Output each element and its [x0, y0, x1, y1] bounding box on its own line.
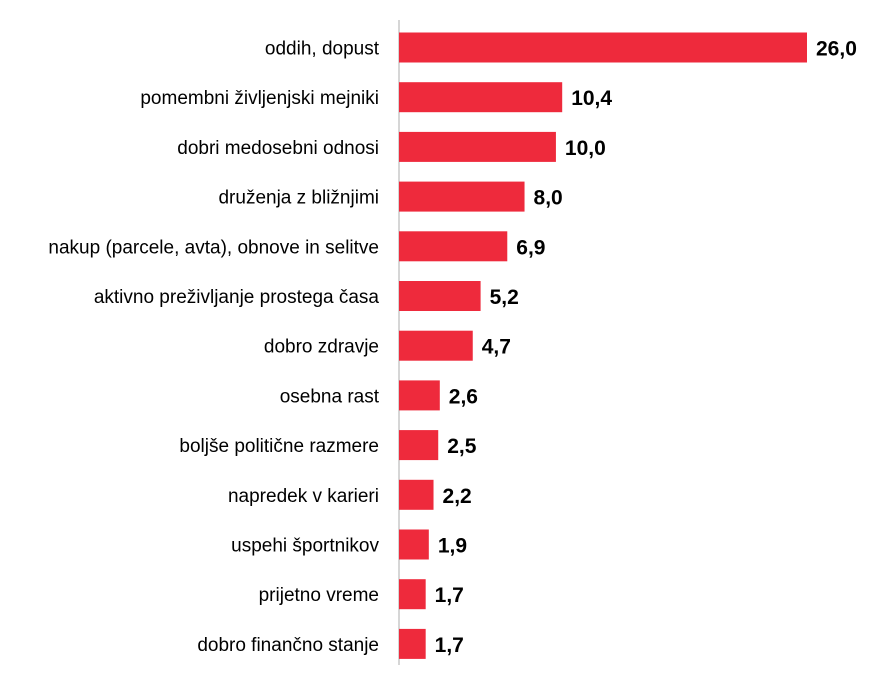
bar [399, 181, 525, 212]
category-label: boljše politične razmere [179, 436, 379, 457]
bar [399, 131, 556, 162]
category-label: uspehi športnikov [231, 536, 379, 557]
value-label: 1,7 [435, 584, 464, 607]
value-label: 10,0 [565, 137, 606, 160]
value-label: 2,2 [443, 485, 472, 508]
bar [399, 479, 434, 510]
value-label: 4,7 [482, 336, 511, 359]
category-label: osebna rast [280, 386, 380, 407]
bar [399, 32, 807, 63]
value-label: 5,2 [490, 286, 519, 309]
bar [399, 281, 481, 311]
bar [399, 380, 440, 411]
bar [399, 430, 439, 461]
value-label: 2,5 [447, 435, 477, 458]
category-label: pomembni življenjski mejniki [140, 88, 379, 109]
bar [399, 529, 429, 560]
category-label: nakup (parcele, avta), obnove in selitve [48, 237, 379, 258]
value-label: 1,7 [435, 634, 464, 657]
value-label: 6,9 [516, 236, 545, 259]
bar [399, 82, 563, 113]
value-label: 10,4 [571, 87, 612, 110]
value-label: 2,6 [449, 385, 478, 408]
bar [399, 231, 508, 262]
category-label: prijetno vreme [259, 585, 379, 606]
category-label: dobro zdravje [264, 337, 379, 358]
bar [399, 579, 426, 610]
category-label: druženja z bližnjimi [218, 188, 379, 209]
category-label: dobri medosebni odnosi [177, 138, 379, 159]
category-label: aktivno preživljanje prostega časa [94, 287, 380, 308]
bar [399, 628, 426, 659]
category-label: napredek v karieri [228, 486, 379, 507]
value-label: 26,0 [816, 38, 857, 61]
category-label: oddih, dopust [265, 39, 380, 60]
value-label: 1,9 [438, 535, 467, 558]
category-label: dobro finančno stanje [197, 635, 379, 656]
bar [399, 330, 473, 361]
value-label: 8,0 [534, 187, 563, 210]
